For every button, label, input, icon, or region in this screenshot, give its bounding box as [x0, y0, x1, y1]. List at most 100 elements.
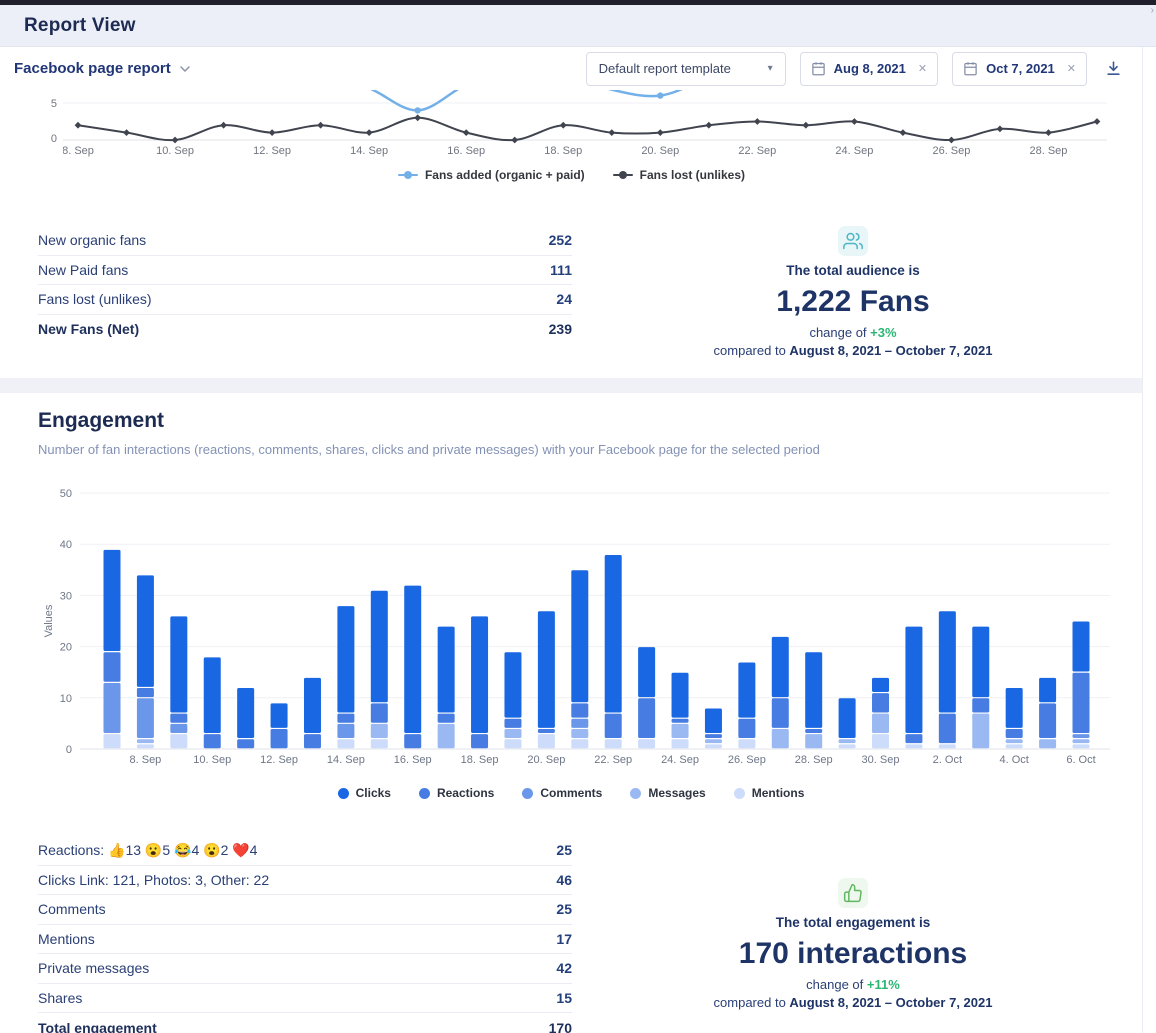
svg-text:14. Sep: 14. Sep	[327, 754, 365, 766]
engagement-compared: compared to August 8, 2021 – October 7, …	[688, 995, 1018, 1010]
svg-text:10. Sep: 10. Sep	[156, 145, 194, 157]
row-value: 111	[550, 262, 572, 278]
svg-text:10: 10	[60, 693, 72, 705]
fans-chart-legend: Fans added (organic + paid) Fans lost (u…	[0, 168, 1143, 182]
people-icon	[838, 226, 868, 256]
clear-date-from-icon[interactable]: ✕	[918, 62, 927, 75]
svg-text:4. Oct: 4. Oct	[1000, 754, 1029, 766]
row-value: 42	[556, 960, 572, 976]
legend-mentions: Mentions	[734, 786, 805, 800]
engagement-headline: 170 interactions	[688, 937, 1018, 971]
engagement-table: Reactions: 👍13 😮5 😂4 😮2 ❤️425 Clicks Lin…	[38, 836, 572, 1033]
row-label: Shares	[38, 990, 82, 1006]
row-label: Total engagement	[38, 1020, 157, 1033]
svg-text:26. Sep: 26. Sep	[728, 754, 766, 766]
svg-text:10. Sep: 10. Sep	[193, 754, 231, 766]
report-name-dropdown[interactable]: Facebook page report	[14, 60, 171, 77]
thumbs-up-icon	[838, 878, 868, 908]
engagement-bar-plot: 50403020100Values8. Sep10. Sep12. Sep14.…	[0, 473, 1143, 773]
legend-fans-lost: Fans lost (unlikes)	[613, 168, 745, 182]
date-to-value: Oct 7, 2021	[986, 61, 1055, 76]
row-label: Reactions: 👍13 😮5 😂4 😮2 ❤️4	[38, 842, 257, 859]
engagement-section-title: Engagement	[0, 409, 1142, 433]
engagement-change: change of +11%	[688, 977, 1018, 992]
legend-comments: Comments	[522, 786, 602, 800]
svg-text:12. Sep: 12. Sep	[253, 145, 291, 157]
audience-change: change of +3%	[688, 325, 1018, 340]
table-row: Comments25	[38, 895, 572, 925]
chevron-down-icon[interactable]	[180, 64, 190, 74]
engagement-section-subtitle: Number of fan interactions (reactions, c…	[0, 442, 1142, 457]
svg-text:28. Sep: 28. Sep	[795, 754, 833, 766]
audience-compared: compared to August 8, 2021 – October 7, …	[688, 343, 1018, 358]
legend-fans-added: Fans added (organic + paid)	[398, 168, 585, 182]
row-label: Fans lost (unlikes)	[38, 291, 152, 307]
row-value: 239	[549, 321, 572, 337]
table-row: Reactions: 👍13 😮5 😂4 😮2 ❤️4 25	[38, 836, 572, 866]
row-value: 15	[556, 990, 572, 1006]
overflow-marker: ›	[1151, 5, 1154, 16]
date-to-picker[interactable]: Oct 7, 2021 ✕	[952, 52, 1087, 86]
page-title: Report View	[24, 15, 136, 37]
svg-text:16. Sep: 16. Sep	[394, 754, 432, 766]
svg-text:50: 50	[60, 488, 72, 500]
row-value: 25	[556, 842, 572, 858]
legend-reactions: Reactions	[419, 786, 494, 800]
row-value: 46	[556, 872, 572, 888]
table-row: New organic fans 252	[38, 226, 572, 256]
row-value: 252	[549, 232, 572, 248]
svg-text:6. Oct: 6. Oct	[1066, 754, 1095, 766]
row-value: 170	[549, 1020, 572, 1033]
svg-text:12. Sep: 12. Sep	[260, 754, 298, 766]
row-label: Private messages	[38, 960, 149, 976]
audience-summary-title: The total audience is	[688, 263, 1018, 278]
svg-text:22. Sep: 22. Sep	[738, 145, 776, 157]
date-from-value: Aug 8, 2021	[834, 61, 906, 76]
reactions-dot-icon	[419, 788, 430, 799]
row-label: Comments	[38, 901, 106, 917]
audience-summary: The total audience is 1,222 Fans change …	[688, 226, 1018, 358]
legend-messages: Messages	[630, 786, 705, 800]
table-row: Fans lost (unlikes)24	[38, 285, 572, 315]
svg-text:18. Sep: 18. Sep	[461, 754, 499, 766]
browser-chrome-strip: ›	[0, 0, 1156, 5]
svg-text:2. Oct: 2. Oct	[933, 754, 962, 766]
mentions-dot-icon	[734, 788, 745, 799]
messages-dot-icon	[630, 788, 641, 799]
download-report-button[interactable]	[1105, 60, 1122, 77]
row-label: Mentions	[38, 931, 95, 947]
y-tick: 5	[37, 98, 57, 110]
row-label: New organic fans	[38, 232, 146, 248]
fans-added-marker-icon	[398, 171, 418, 179]
svg-text:24. Sep: 24. Sep	[835, 145, 873, 157]
engagement-chart-legend: Clicks Reactions Comments Messages Menti…	[0, 784, 1142, 802]
svg-text:30. Sep: 30. Sep	[862, 754, 900, 766]
svg-text:20. Sep: 20. Sep	[527, 754, 565, 766]
svg-text:24. Sep: 24. Sep	[661, 754, 699, 766]
row-value: 17	[556, 931, 572, 947]
fans-line-plot: 8. Sep10. Sep12. Sep14. Sep16. Sep18. Se…	[63, 90, 1107, 162]
comments-dot-icon	[522, 788, 533, 799]
y-tick: 0	[37, 133, 57, 145]
svg-text:30: 30	[60, 590, 72, 602]
row-label: New Fans (Net)	[38, 321, 139, 337]
svg-text:40: 40	[60, 539, 72, 551]
date-from-picker[interactable]: Aug 8, 2021 ✕	[800, 52, 938, 86]
clear-date-to-icon[interactable]: ✕	[1067, 62, 1076, 75]
svg-text:16. Sep: 16. Sep	[447, 145, 485, 157]
fans-line-chart: 5 0 8. Sep10. Sep12. Sep14. Sep16. Sep18…	[0, 90, 1142, 190]
svg-text:20. Sep: 20. Sep	[641, 145, 679, 157]
table-row: Private messages 42	[38, 954, 572, 984]
legend-clicks: Clicks	[338, 786, 391, 800]
fans-table: New organic fans252 New Paid fans111 Fan…	[38, 226, 572, 344]
download-icon	[1105, 60, 1122, 77]
template-select[interactable]: Default report template ▾	[586, 52, 786, 86]
svg-text:Values: Values	[43, 604, 55, 637]
svg-text:14. Sep: 14. Sep	[350, 145, 388, 157]
report-toolbar: Facebook page report Default report temp…	[0, 47, 1142, 90]
clicks-dot-icon	[338, 788, 349, 799]
template-select-value: Default report template	[599, 61, 760, 76]
engagement-bar-chart: 50403020100Values8. Sep10. Sep12. Sep14.…	[0, 473, 1142, 802]
svg-text:22. Sep: 22. Sep	[594, 754, 632, 766]
calendar-icon	[811, 61, 826, 76]
